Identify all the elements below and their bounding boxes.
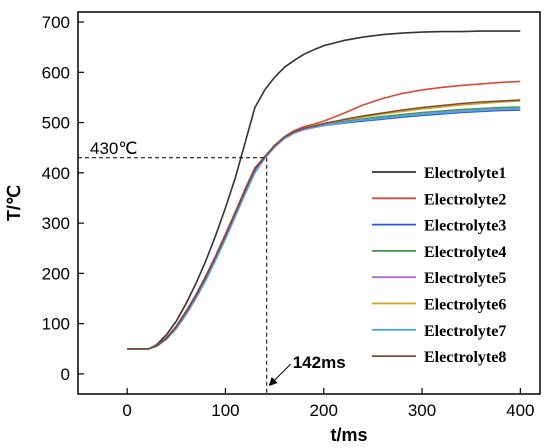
annotations: 430℃ 142ms [78,139,346,394]
series-line-electrolyte1 [127,30,521,350]
legend-label: Electrolyte3 [424,218,506,235]
legend: Electrolyte1 Electrolyte2 Electrolyte3 Elec… [372,165,506,366]
plot-frame [77,11,541,395]
142ms-annotation-label: 142ms [293,353,346,372]
430-annotation-label: 430℃ [90,139,137,158]
legend-label: Electrolyte1 [424,165,506,182]
x-tick-label: 100 [211,401,239,420]
legend-label: Electrolyte5 [424,270,506,287]
axis-ticks [78,21,521,394]
legend-label: Electrolyte8 [424,349,506,366]
y-axis-label: T/℃ [4,185,24,221]
x-tick-label: 0 [122,401,131,420]
y-tick-label: 600 [42,63,70,82]
legend-label: Electrolyte6 [424,297,506,314]
x-axis-label: t/ms [330,425,367,445]
142ms-arrow-shaft [272,363,292,383]
y-tick-label: 700 [42,13,70,32]
y-tick-label: 100 [42,315,70,334]
y-tick-label: 400 [42,164,70,183]
y-tick-label: 300 [42,214,70,233]
x-tick-label: 300 [408,401,436,420]
y-tick-label: 0 [61,365,70,384]
legend-label: Electrolyte2 [424,191,506,208]
axis-tick-labels: 0 100 200 300 400 0 100 200 300 400 500 600 700 [42,13,535,420]
legend-label: Electrolyte4 [424,244,506,261]
y-tick-label: 200 [42,264,70,283]
x-tick-label: 400 [506,401,534,420]
x-tick-label: 200 [310,401,338,420]
legend-label: Electrolyte7 [424,323,506,340]
142ms-arrowhead [268,377,278,386]
series-lines [127,30,521,350]
series-line-electrolyte8 [127,99,521,350]
y-tick-label: 500 [42,114,70,133]
